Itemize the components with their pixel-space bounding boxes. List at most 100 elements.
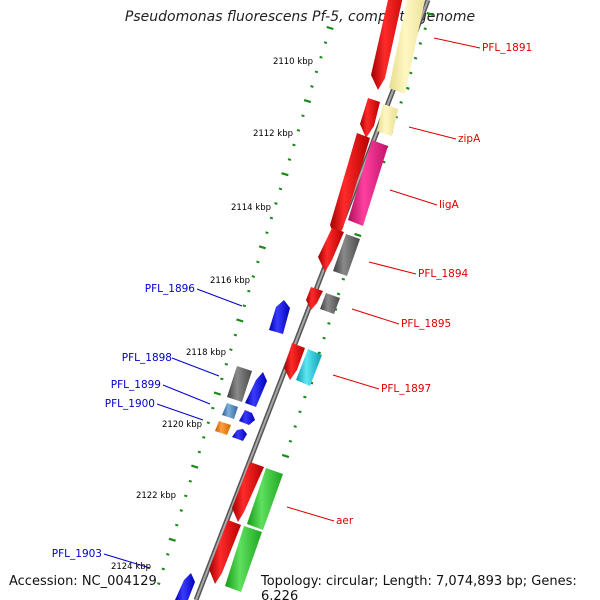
major-tick	[191, 464, 199, 469]
label-pfl1894[interactable]: PFL_1894	[418, 268, 469, 280]
tick-label-2116: 2116 kbp	[210, 276, 250, 286]
tick-label-2110: 2110 kbp	[273, 57, 313, 67]
minor-tick	[409, 71, 413, 75]
minor-tick	[413, 56, 418, 60]
minor-tick	[242, 304, 247, 308]
gene-pfl1900[interactable]	[232, 429, 247, 441]
minor-tick	[269, 216, 274, 220]
minor-tick	[336, 292, 341, 296]
label-zipa[interactable]: zipA	[458, 133, 481, 145]
tick-label-2118: 2118 kbp	[186, 348, 226, 358]
minor-tick	[175, 523, 179, 527]
minor-tick	[197, 450, 202, 454]
minor-tick	[319, 55, 323, 59]
minor-tick	[211, 406, 215, 410]
minor-tick	[341, 277, 346, 281]
major-tick	[281, 453, 290, 459]
minor-tick	[161, 567, 165, 571]
label-pfl1899[interactable]: PFL_1899	[111, 379, 161, 391]
tick-label-2114: 2114 kbp	[231, 203, 271, 213]
gene-pfl1894[interactable]	[318, 228, 344, 272]
label-liga[interactable]: ligA	[439, 199, 459, 211]
gene-aer-lower-partner[interactable]	[225, 526, 262, 592]
minor-tick	[418, 42, 423, 45]
major-tick	[168, 537, 176, 542]
gene-pfl1895[interactable]	[306, 287, 323, 310]
reverse-tick-track	[157, 25, 334, 585]
tick-label-2120: 2120 kbp	[162, 420, 202, 430]
gene-pfl1900-partner[interactable]	[215, 421, 231, 435]
tick-label-2122: 2122 kbp	[136, 491, 176, 501]
gene-pfl1897[interactable]	[284, 343, 305, 380]
minor-tick	[220, 377, 224, 381]
minor-tick	[251, 275, 256, 278]
tick-label-2112: 2112 kbp	[253, 129, 293, 139]
accession-text: Accession: NC_004129	[9, 574, 157, 589]
label-pfl1898[interactable]: PFL_1898	[122, 352, 172, 364]
major-tick	[303, 99, 312, 104]
label-pfl1896[interactable]: PFL_1896	[145, 283, 196, 295]
gene-pfl1898-partner[interactable]	[227, 366, 252, 402]
gene-liga-partner[interactable]	[348, 140, 388, 226]
gene-pfl1903[interactable]	[175, 573, 195, 600]
gene-pfl1899-partner[interactable]	[222, 403, 238, 419]
minor-tick	[256, 260, 260, 264]
minor-tick	[179, 509, 183, 512]
minor-tick	[423, 27, 427, 31]
minor-tick	[224, 362, 229, 366]
tick-label-2124: 2124 kbp	[111, 562, 151, 572]
gene-aer-upper-partner[interactable]	[247, 468, 283, 530]
gene-pfl1895-partner[interactable]	[320, 293, 340, 314]
gene-pfl1896[interactable]	[269, 300, 290, 334]
minor-tick	[296, 128, 301, 132]
minor-tick	[265, 231, 269, 235]
gene-aer-lower[interactable]	[209, 520, 241, 584]
minor-tick	[310, 85, 314, 88]
gene-pfl1891-partner[interactable]	[389, 0, 430, 94]
major-tick	[426, 11, 434, 17]
minor-tick	[278, 187, 283, 191]
label-pfl1891[interactable]: PFL_1891	[482, 42, 532, 54]
minor-tick	[323, 41, 328, 45]
minor-tick	[206, 421, 211, 425]
minor-tick	[202, 436, 206, 439]
major-tick	[281, 172, 289, 177]
reverse-genes	[175, 300, 290, 600]
gene-aer-upper[interactable]	[232, 462, 264, 522]
minor-tick	[322, 336, 326, 340]
minor-tick	[233, 333, 238, 337]
gene-zipa[interactable]	[360, 98, 380, 138]
label-pfl1900[interactable]: PFL_1900	[105, 398, 155, 410]
label-leaders	[103, 37, 481, 569]
label-pfl1895[interactable]: PFL_1895	[401, 318, 451, 330]
gene-pfl1897-partner[interactable]	[296, 349, 322, 386]
minor-tick	[327, 321, 331, 325]
minor-tick	[317, 351, 321, 355]
gene-zipa-partner[interactable]	[377, 104, 398, 136]
major-tick	[213, 391, 222, 396]
label-pfl1897[interactable]: PFL_1897	[381, 383, 431, 395]
minor-tick	[274, 202, 278, 205]
forward-genes	[209, 0, 430, 592]
minor-tick	[288, 439, 293, 443]
minor-tick	[399, 100, 403, 104]
minor-tick	[301, 114, 305, 118]
genome-info-text: Topology: circular; Length: 7,074,893 bp…	[261, 574, 577, 600]
label-pfl1903[interactable]: PFL_1903	[52, 548, 102, 560]
minor-tick	[188, 479, 193, 483]
gene-liga[interactable]	[330, 133, 370, 240]
gene-pfl1891[interactable]	[371, 0, 410, 90]
gene-pfl1899[interactable]	[239, 410, 255, 425]
minor-tick	[314, 70, 319, 74]
major-tick	[236, 318, 244, 323]
minor-tick	[292, 143, 296, 147]
minor-tick	[229, 348, 233, 352]
minor-tick	[293, 425, 297, 428]
gene-pfl1898[interactable]	[245, 372, 267, 407]
major-tick	[354, 232, 362, 238]
gene-pfl1894-partner[interactable]	[333, 234, 360, 276]
label-aer[interactable]: aer	[336, 515, 354, 527]
minor-tick	[298, 410, 302, 414]
